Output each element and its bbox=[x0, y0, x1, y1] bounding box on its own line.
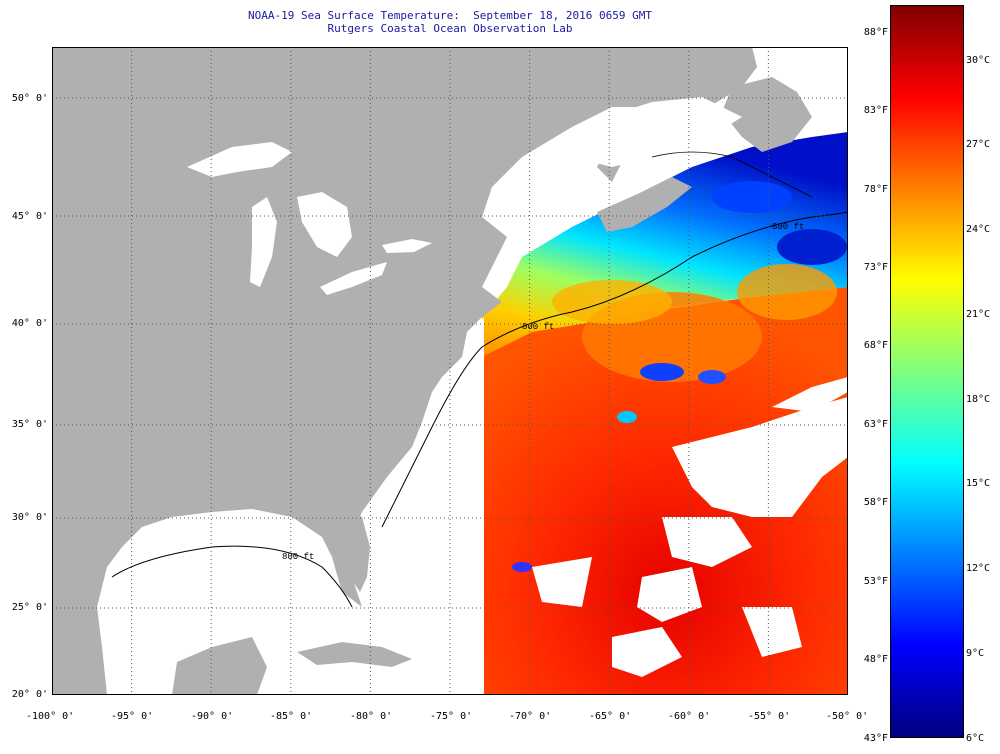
land-north-america bbox=[52, 47, 612, 695]
land-yucatan bbox=[172, 637, 267, 695]
colorbar-celsius-label: 12°C bbox=[966, 563, 991, 574]
cloud-mass bbox=[612, 627, 682, 677]
title-line-1: NOAA-19 Sea Surface Temperature: Septemb… bbox=[248, 9, 652, 22]
cold-patch bbox=[698, 370, 726, 384]
colorbar-celsius-label: 30°C bbox=[966, 55, 991, 66]
land-newfoundland bbox=[722, 77, 812, 152]
cold-patch bbox=[512, 562, 532, 572]
lon-label: -85° 0' bbox=[270, 711, 313, 722]
lon-label: -70° 0' bbox=[509, 711, 552, 722]
cold-patch bbox=[712, 181, 792, 213]
lon-label: -80° 0' bbox=[350, 711, 393, 722]
contour-label: 800 ft bbox=[522, 322, 554, 332]
temperature-colorbar bbox=[890, 5, 964, 738]
lat-label: 35° 0' bbox=[11, 419, 48, 430]
cloud-mass bbox=[742, 607, 802, 657]
warm-eddy bbox=[737, 264, 837, 320]
map-border bbox=[52, 47, 848, 695]
lon-label: -60° 0' bbox=[668, 711, 711, 722]
shelf-contour-line bbox=[381, 211, 848, 528]
lat-label: 30° 0' bbox=[11, 512, 48, 523]
contour-label: 800 ft bbox=[282, 552, 314, 562]
cold-patch bbox=[640, 363, 684, 381]
colorbar-celsius-label: 15°C bbox=[966, 478, 991, 489]
title-line-2: Rutgers Coastal Ocean Observation Lab bbox=[327, 22, 573, 35]
colorbar-celsius-label: 21°C bbox=[966, 309, 991, 320]
lon-label: -75° 0' bbox=[430, 711, 473, 722]
colorbar-fahrenheit-label: 58°F bbox=[863, 497, 888, 508]
colorbar-celsius-label: 18°C bbox=[966, 394, 991, 405]
lat-label: 40° 0' bbox=[11, 318, 48, 329]
colorbar-celsius-label: 27°C bbox=[966, 139, 991, 150]
lake-ontario bbox=[382, 239, 432, 253]
lon-label: -50° 0' bbox=[826, 711, 869, 722]
colorbar-fahrenheit-label: 73°F bbox=[863, 262, 888, 273]
lat-label: 20° 0' bbox=[11, 689, 48, 700]
lon-label: -90° 0' bbox=[191, 711, 234, 722]
cloud-mass bbox=[637, 567, 702, 622]
lat-label: 25° 0' bbox=[11, 602, 48, 613]
cloud-mass bbox=[532, 557, 592, 607]
lon-label: -100° 0' bbox=[26, 711, 75, 722]
lon-label: -95° 0' bbox=[111, 711, 154, 722]
colorbar-fahrenheit-label: 68°F bbox=[863, 340, 888, 351]
lon-label: -65° 0' bbox=[589, 711, 632, 722]
graticule bbox=[52, 47, 848, 695]
colorbar-fahrenheit-label: 43°F bbox=[863, 733, 888, 744]
lake-huron bbox=[297, 192, 352, 257]
cloud-mass bbox=[662, 517, 752, 567]
colorbar-fahrenheit-label: 83°F bbox=[863, 105, 888, 116]
lat-label: 50° 0' bbox=[11, 93, 48, 104]
no-data-shelf bbox=[432, 317, 484, 695]
lon-label: -55° 0' bbox=[748, 711, 791, 722]
colorbar-celsius-label: 6°C bbox=[966, 733, 985, 744]
land-florida bbox=[344, 512, 370, 592]
colorbar-fahrenheit-label: 53°F bbox=[863, 576, 888, 587]
contour-label: 800 ft bbox=[772, 222, 804, 232]
lake-michigan bbox=[250, 197, 277, 287]
shelf-contour-line bbox=[111, 545, 353, 608]
colorbar-celsius-label: 24°C bbox=[966, 224, 991, 235]
cold-patch bbox=[777, 229, 847, 265]
cloud-mass bbox=[772, 377, 848, 412]
cloud-mass bbox=[672, 397, 848, 517]
lake-erie bbox=[320, 262, 387, 295]
colorbar-fahrenheit-label: 48°F bbox=[863, 654, 888, 665]
gulf-st-lawrence bbox=[572, 97, 742, 167]
shelf-contour-line bbox=[651, 151, 813, 198]
lake-superior bbox=[187, 142, 292, 177]
land-nova-scotia bbox=[597, 177, 692, 232]
sst-map[interactable]: 800 ft 800 ft 800 ft bbox=[52, 47, 848, 695]
cold-patch bbox=[617, 411, 637, 423]
warm-eddy bbox=[552, 280, 672, 324]
colorbar-celsius-label: 9°C bbox=[966, 648, 985, 659]
map-title: NOAA-19 Sea Surface Temperature: Septemb… bbox=[52, 9, 848, 35]
colorbar-fahrenheit-label: 63°F bbox=[863, 419, 888, 430]
colorbar-fahrenheit-label: 88°F bbox=[863, 27, 888, 38]
lat-label: 45° 0' bbox=[11, 211, 48, 222]
land-cuba bbox=[297, 642, 412, 667]
colorbar-fahrenheit-label: 78°F bbox=[863, 184, 888, 195]
